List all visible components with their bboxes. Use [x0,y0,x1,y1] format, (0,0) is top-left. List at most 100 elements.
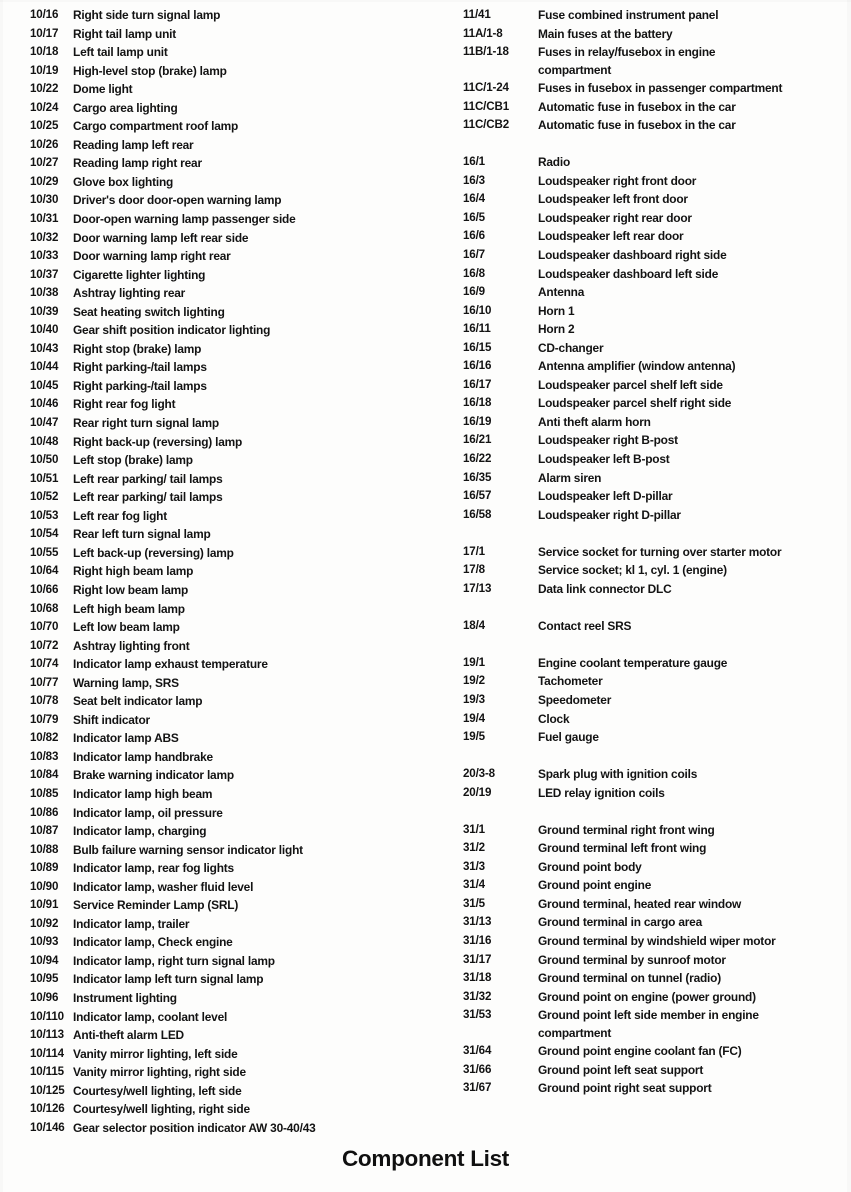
component-description: Left rear fog light [73,507,430,526]
component-description-line: Loudspeaker parcel shelf right side [538,396,732,411]
component-code: 10/146 [30,1120,65,1134]
component-code: 31/1 [463,822,485,836]
component-description-line: Tachometer [538,674,603,689]
component-description-line: Indicator lamp, Check engine [73,935,233,950]
component-description: Right parking-/tail lamps [73,377,430,396]
component-code: 10/83 [30,749,59,763]
component-description: Loudspeaker right D-pillar [538,506,851,525]
component-row: 16/58 Loudspeaker right D-pillar [430,506,851,525]
component-description-line: Automatic fuse in fusebox in the car [538,99,736,114]
component-code: 10/43 [30,341,59,355]
component-description-line: Reading lamp left rear [73,137,194,152]
component-code: 17/1 [463,544,485,558]
component-row: 16/17 Loudspeaker parcel shelf left side [430,376,851,395]
component-code: 10/91 [30,898,59,912]
component-code: 16/7 [463,248,485,262]
component-code: 31/53 [463,1008,492,1022]
component-description: Spark plug with ignition coils [538,765,851,784]
component-description-line: Rear right turn signal lamp [73,416,219,431]
component-description: Contact reel SRS [538,617,851,636]
component-description: Driver's door door-open warning lamp [73,191,430,210]
component-code: 10/22 [30,82,59,96]
component-code: 18/4 [463,618,485,632]
component-row: 16/15 CD-changer [430,339,851,358]
component-code: 10/47 [30,416,59,430]
component-row: 10/47 Rear right turn signal lamp [0,414,430,433]
component-row: 10/31 Door-open warning lamp passenger si… [0,210,430,229]
component-description: Tachometer [538,672,851,691]
component-description: Horn 2 [538,320,851,339]
component-description: Horn 1 [538,302,851,321]
component-description: Anti-theft alarm LED [73,1026,430,1045]
component-description-line: Right back-up (reversing) lamp [73,434,243,449]
component-description: CD-changer [538,339,851,358]
component-description: Right low beam lamp [73,581,430,600]
component-description-line: Loudspeaker parcel shelf left side [538,377,723,392]
component-description: High-level stop (brake) lamp [73,62,430,81]
component-code: 31/4 [463,878,485,892]
component-code: 16/5 [463,210,485,224]
component-row: 10/48 Right back-up (reversing) lamp [0,433,430,452]
component-description-line: Vanity mirror lighting, right side [73,1065,246,1080]
component-code: 10/30 [30,193,59,207]
component-description: Ground terminal on tunnel (radio) [538,969,851,988]
component-code: 20/3-8 [463,767,495,781]
component-description: Loudspeaker left front door [538,190,851,209]
component-code: 10/54 [30,527,59,541]
component-description-line: Cigarette lighter lighting [73,267,206,282]
component-code: 16/21 [463,433,492,447]
component-row: 16/18 Loudspeaker parcel shelf right side [430,394,851,413]
component-description: Loudspeaker right front door [538,172,851,191]
component-description: Indicator lamp high beam [73,785,430,804]
component-description-line: Main fuses at the battery [538,26,673,41]
component-description: Shift indicator [73,711,430,730]
component-description: Indicator lamp left turn signal lamp [73,970,430,989]
component-code: 11/41 [463,8,491,21]
component-code: 10/88 [30,842,59,856]
component-row: 10/51 Left rear parking/ tail lamps [0,470,430,489]
component-code: 10/126 [30,1102,65,1116]
component-row: 10/126 Courtesy/well lighting, right side [0,1100,430,1119]
component-row: 31/4 Ground point engine [430,876,851,895]
component-description: Left tail lamp unit [73,43,430,62]
component-row: 10/125 Courtesy/well lighting, left side [0,1082,430,1101]
component-code: 10/40 [30,323,59,337]
component-code: 10/79 [30,712,59,726]
component-description-line: Loudspeaker right front door [538,173,697,188]
component-description-line: Ashtray lighting rear [73,286,186,301]
component-row: 16/10 Horn 1 [430,302,851,321]
component-description: Left back-up (reversing) lamp [73,544,430,563]
component-description: Ground point engine [538,876,851,895]
component-description-line: Antenna amplifier (window antenna) [538,359,736,374]
component-row: 10/93 Indicator lamp, Check engine [0,933,430,952]
component-description: Radio [538,153,851,172]
component-row: 10/44 Right parking-/tail lamps [0,358,430,377]
component-row: 31/64 Ground point engine coolant fan (FC… [430,1042,851,1061]
component-code: 16/35 [463,470,492,484]
component-row: 31/53 Ground point left side member in en… [430,1006,851,1042]
component-code: 11C/CB1 [463,99,509,113]
left-column-rows: 10/16 Right side turn signal lamp 10/17 Rig… [0,0,430,1137]
component-description: Seat heating switch lighting [73,303,430,322]
component-description: Courtesy/well lighting, left side [73,1082,430,1101]
component-description-line: Left rear parking/ tail lamps [73,490,223,505]
component-description-line: Alarm siren [538,470,602,485]
component-description: Indicator lamp handbrake [73,748,430,767]
component-code: 10/110 [30,1009,64,1023]
component-description-continuation: compartment [538,1025,612,1040]
component-description: Vanity mirror lighting, right side [73,1063,430,1082]
component-description: Brake warning indicator lamp [73,766,430,785]
component-code: 10/74 [30,657,59,671]
component-code: 19/1 [463,655,485,669]
component-description-line: Vanity mirror lighting, left side [73,1046,238,1061]
component-code: 10/52 [30,490,59,504]
component-row: 31/1 Ground terminal right front wing [430,821,851,840]
component-row: 16/35 Alarm siren [430,469,851,488]
component-row: 16/16 Antenna amplifier (window antenna) [430,357,851,376]
component-row: 10/90 Indicator lamp, washer fluid level [0,878,430,897]
component-description-line: Fuel gauge [538,730,599,745]
component-description: Courtesy/well lighting, right side [73,1100,430,1119]
component-description: Cargo compartment roof lamp [73,117,430,136]
component-description: Ashtray lighting front [73,637,430,656]
component-code: 31/32 [463,989,492,1003]
